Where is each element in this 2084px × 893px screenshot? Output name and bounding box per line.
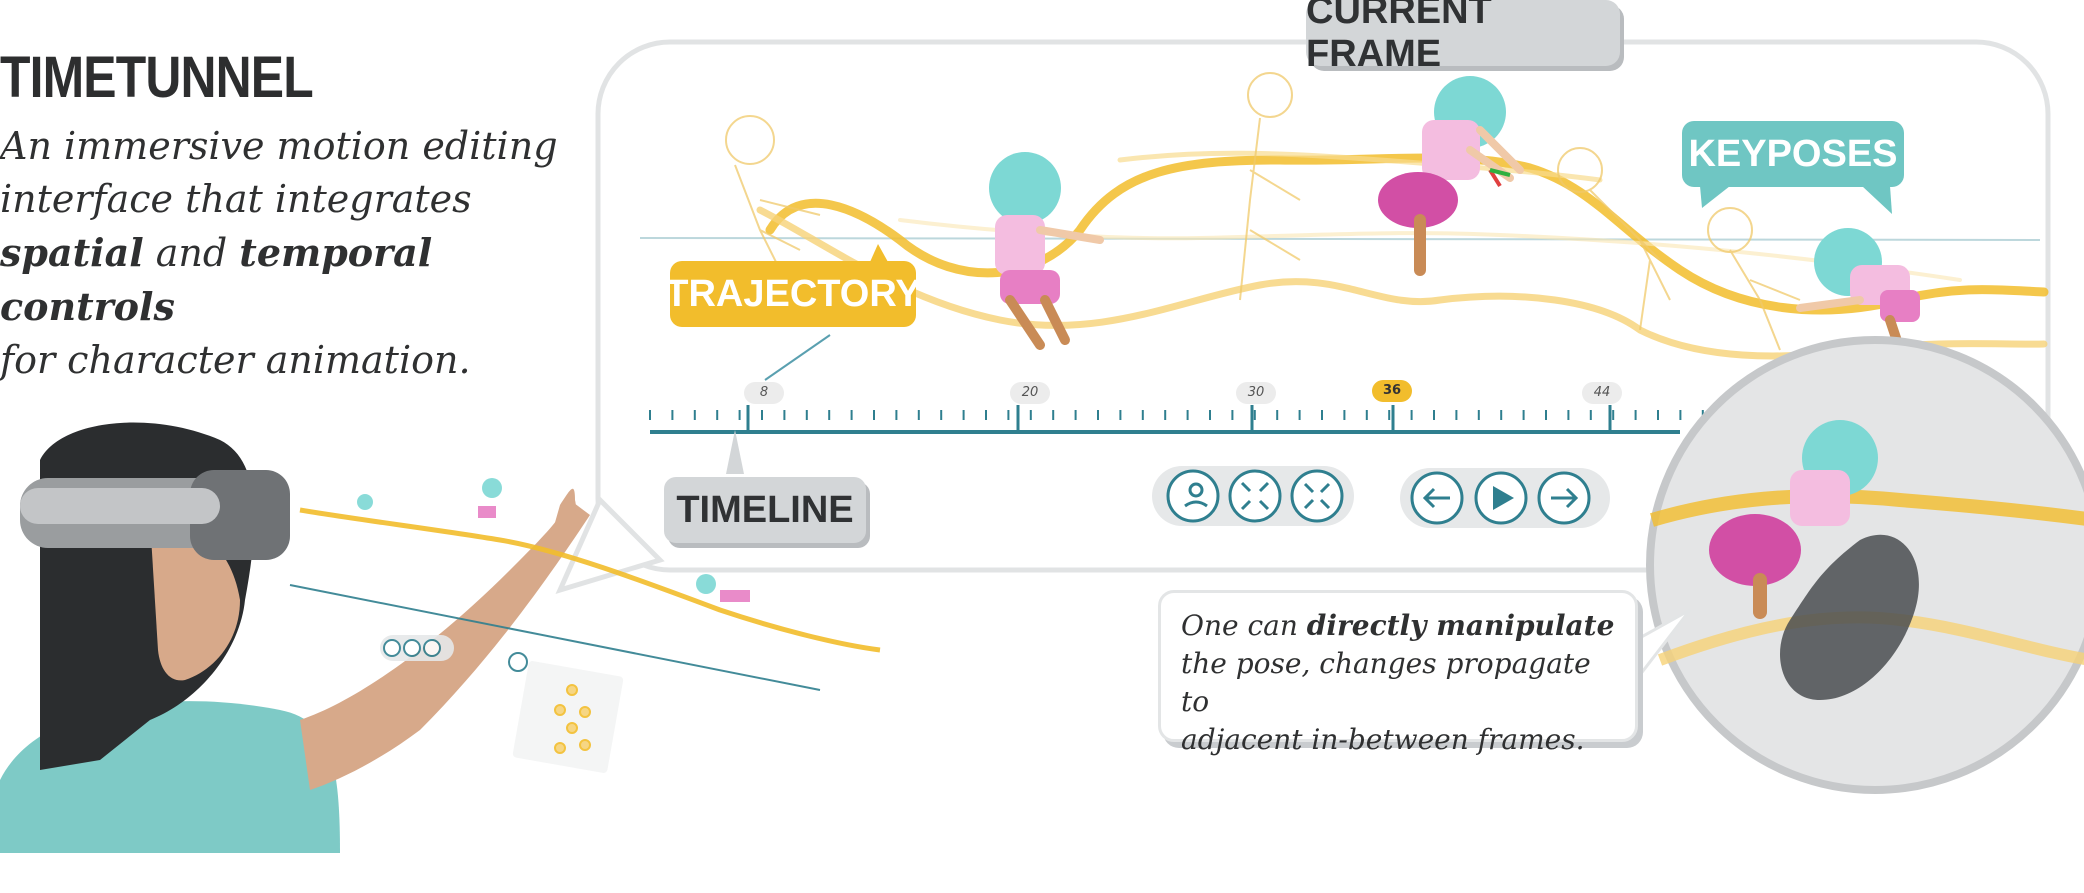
keyposes-pointer-left — [1700, 186, 1730, 208]
subtitle-line-2: interface that integrates — [0, 177, 472, 221]
character-current-frame — [1378, 76, 1524, 276]
callout-line-3: adjacent in-between frames. — [1181, 723, 1585, 756]
subtitle-bold-spatial: spatial — [0, 230, 144, 275]
subtitle-and: and — [143, 231, 240, 275]
ghost-poses — [725, 72, 1801, 351]
timeline-label: TIMELINE — [664, 477, 866, 543]
next-arrow-icon[interactable] — [1537, 471, 1591, 525]
keyposes-pointer-right — [1862, 186, 1892, 214]
page-title: TIMETUNNEL — [0, 45, 314, 110]
play-icon[interactable] — [1474, 471, 1528, 525]
loop-person-icon[interactable] — [1166, 469, 1220, 523]
callout-line-2: the pose, changes propagate to — [1181, 647, 1591, 718]
subtitle-line-1: An immersive motion editing — [0, 124, 558, 168]
panel-pointer — [555, 495, 665, 594]
trajectory-pointer — [870, 244, 888, 262]
collapse-icon[interactable] — [1228, 469, 1282, 523]
timeline-pointer — [726, 430, 744, 474]
keyposes-label: KEYPOSES — [1682, 121, 1904, 187]
timeline-ruler — [650, 430, 1680, 434]
manipulation-callout: One can directly manipulate the pose, ch… — [1158, 590, 1638, 756]
expand-icon[interactable] — [1290, 469, 1344, 523]
guide-line — [639, 237, 2041, 241]
tick-label-20: 20 — [1010, 382, 1050, 404]
callout-pre: One can — [1181, 609, 1307, 642]
subtitle-line-4: for character animation. — [0, 338, 471, 382]
trajectory-label: TRAJECTORY — [665, 261, 921, 327]
callout-bold: directly manipulate — [1306, 609, 1615, 642]
tick-label-44: 44 — [1582, 382, 1622, 404]
page-subtitle: An immersive motion editing interface th… — [0, 120, 560, 387]
miniature-timetunnel — [289, 478, 881, 773]
current-frame-label: CURRENT FRAME — [1306, 0, 1620, 75]
character-frame-20 — [989, 152, 1104, 350]
tick-label-36-current[interactable]: 36 — [1372, 380, 1412, 402]
frame-8-connector — [764, 334, 831, 381]
tick-label-8: 8 — [744, 382, 784, 404]
prev-arrow-icon[interactable] — [1410, 471, 1464, 525]
timeline-major-ticks — [746, 405, 1612, 432]
tick-label-30: 30 — [1236, 382, 1276, 404]
subtitle-bold-temporal: temporal controls — [0, 230, 433, 329]
character-frame-52 — [1796, 228, 1920, 355]
zoom-inset — [1646, 336, 2084, 794]
